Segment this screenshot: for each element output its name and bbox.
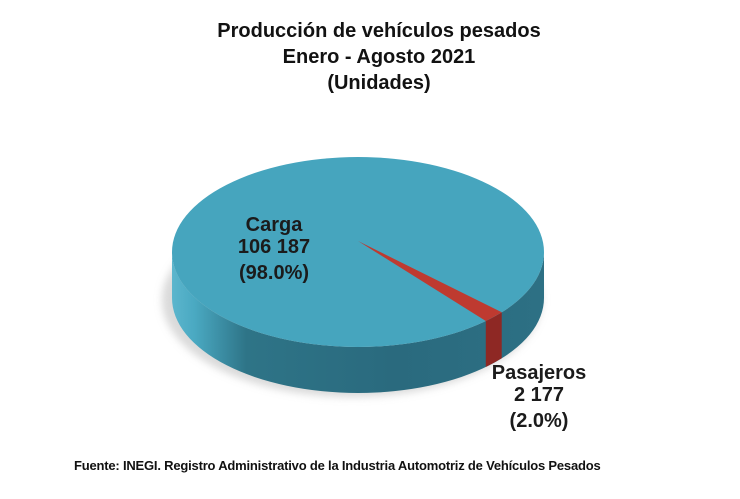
chart-title-line3: (Unidades) xyxy=(327,72,431,94)
chart-title: Producción de vehículos pesados Enero - … xyxy=(19,18,739,96)
pie-side-carga xyxy=(172,252,544,393)
slice-pasajeros-value: 2 177 xyxy=(513,384,565,406)
pie-slice-pasajeros xyxy=(358,241,502,322)
pie-slice-carga xyxy=(172,157,544,347)
slice-label-pasajeros: Pasajeros 2 177 (2.0%) xyxy=(439,362,639,432)
source-note: Fuente: INEGI. Registro Administrativo d… xyxy=(74,458,601,473)
slice-carga-name: Carga xyxy=(245,214,303,236)
chart-title-line2: Enero - Agosto 2021 xyxy=(282,46,476,68)
slice-pasajeros-percent: (2.0%) xyxy=(509,410,569,432)
slice-pasajeros-name: Pasajeros xyxy=(491,362,587,384)
slice-carga-value: 106 187 xyxy=(237,236,311,258)
pie-side-pasajeros xyxy=(485,312,502,368)
slice-carga-percent: (98.0%) xyxy=(238,262,310,284)
slice-label-carga: Carga 106 187 (98.0%) xyxy=(174,214,374,284)
chart-title-line1: Producción de vehículos pesados xyxy=(217,20,541,42)
